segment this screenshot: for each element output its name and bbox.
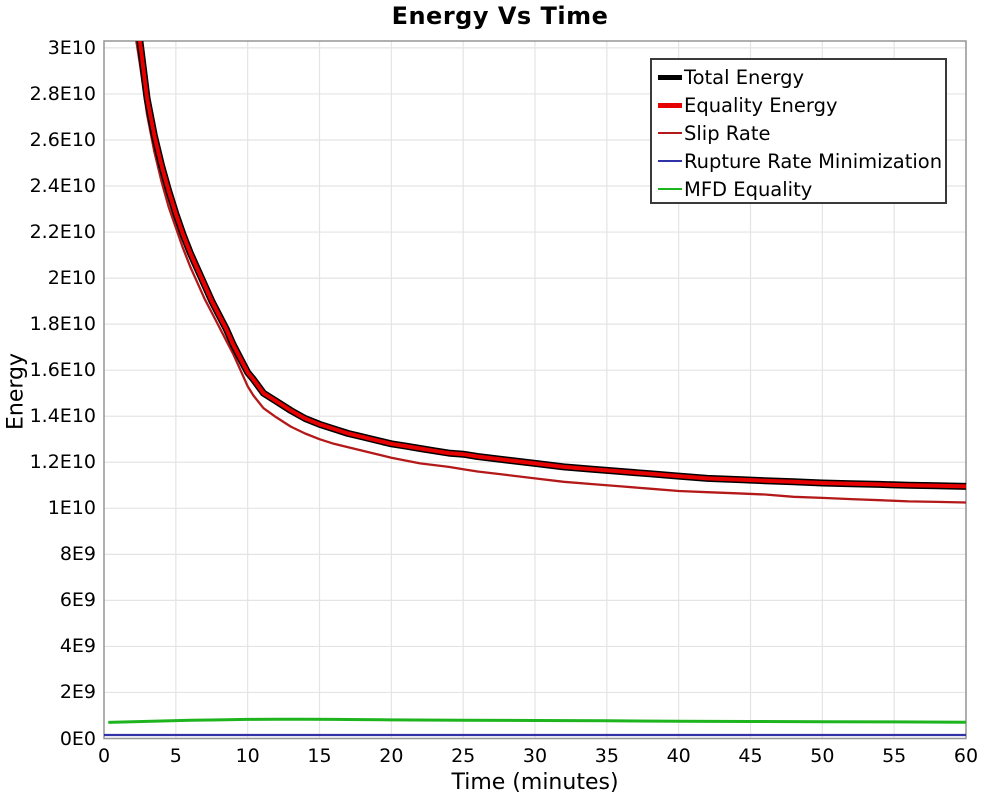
x-tick-label: 30	[522, 745, 548, 767]
legend-line-sample	[658, 102, 682, 108]
legend-item-mfd-equality: MFD Equality	[658, 175, 945, 203]
x-tick-label: 55	[882, 745, 907, 767]
x-tick-label: 60	[953, 745, 979, 767]
y-tick-label: 1.6E10	[29, 359, 96, 382]
legend-label: Equality Energy	[684, 93, 838, 117]
x-tick-label: 25	[451, 745, 476, 767]
legend-label: Total Energy	[684, 65, 805, 89]
y-tick-label: 0E0	[59, 727, 96, 750]
x-tick-label: 35	[594, 745, 619, 767]
legend-item-total-energy: Total Energy	[658, 63, 945, 91]
x-tick-label: 15	[307, 745, 332, 767]
legend-line-sample	[658, 160, 682, 162]
x-tick-label: 50	[810, 745, 835, 767]
legend-line-sample	[658, 188, 682, 190]
y-tick-label: 3E10	[47, 36, 96, 59]
y-tick-label: 4E9	[59, 635, 96, 658]
legend-line-sample	[658, 74, 682, 80]
y-tick-label: 1.8E10	[29, 313, 96, 336]
legend-label: Slip Rate	[684, 121, 771, 145]
legend-label: MFD Equality	[684, 177, 813, 201]
legend-item-equality-energy: Equality Energy	[658, 91, 945, 119]
x-axis-title: Time (minutes)	[451, 770, 619, 795]
x-tick-label: 10	[235, 745, 260, 767]
y-tick-label: 1E10	[47, 497, 96, 520]
y-tick-label: 6E9	[59, 589, 96, 612]
chart-title: Energy Vs Time	[391, 2, 609, 30]
y-tick-label: 1.2E10	[29, 451, 96, 474]
y-tick-label: 1.4E10	[29, 405, 96, 428]
series-line-slip-rate	[135, 41, 967, 504]
x-tick-label: 45	[738, 745, 763, 767]
legend: Total Energy Equality Energy Slip Rate Rupt…	[650, 58, 947, 204]
x-tick-label: 40	[666, 745, 691, 767]
series-line-mfd-equality	[108, 717, 967, 724]
y-axis-title: Energy	[3, 352, 29, 431]
y-tick-label: 2.4E10	[29, 175, 96, 198]
series-line-equality-energy	[137, 41, 967, 489]
y-tick-label: 2E10	[47, 267, 96, 290]
legend-item-slip-rate: Slip Rate	[658, 119, 945, 147]
x-tick-label: 0	[97, 745, 111, 767]
y-tick-label: 8E9	[59, 543, 96, 566]
y-tick-label: 2E9	[59, 681, 96, 704]
legend-line-sample	[658, 132, 682, 134]
y-tick-label: 2.6E10	[29, 128, 96, 151]
legend-item-rupture-rate-minimization: Rupture Rate Minimization	[658, 147, 945, 175]
x-tick-label: 20	[379, 745, 404, 767]
x-tick-label: 5	[169, 745, 182, 767]
plot-border	[103, 40, 967, 740]
legend-label: Rupture Rate Minimization	[684, 149, 943, 173]
y-tick-label: 2.8E10	[29, 82, 96, 105]
y-tick-label: 2.2E10	[29, 221, 96, 244]
